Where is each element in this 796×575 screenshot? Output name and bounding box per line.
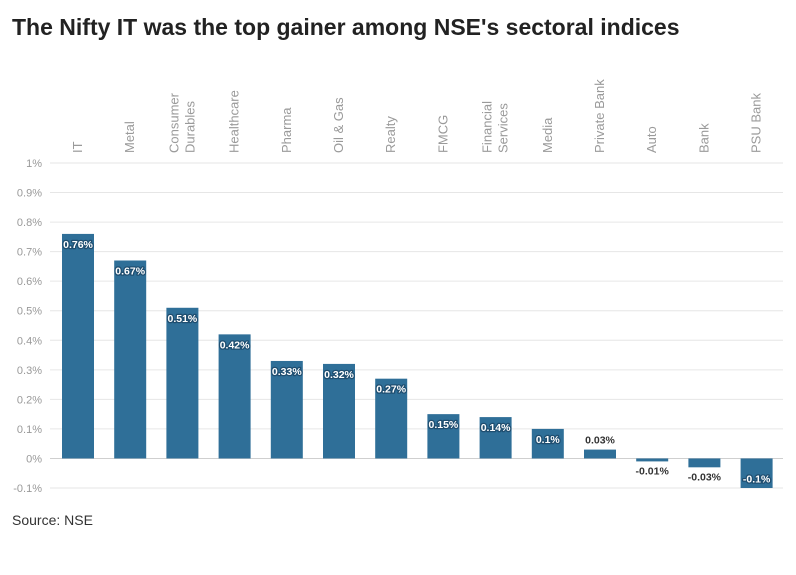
y-tick-label: 0.8% <box>17 217 42 229</box>
data-label: 0.51% <box>168 313 198 325</box>
bar <box>740 458 773 488</box>
category-label: IT <box>70 141 85 153</box>
bar <box>427 414 460 459</box>
bar <box>531 428 564 459</box>
category-label: Realty <box>383 116 398 153</box>
y-tick-label: 0.2% <box>17 394 42 406</box>
category-label: PSU Bank <box>749 93 764 153</box>
data-label: 0.14% <box>481 422 511 434</box>
bar <box>62 233 94 459</box>
y-tick-label: 0.6% <box>17 276 42 288</box>
bar <box>375 378 408 459</box>
data-label: 0.42% <box>220 339 250 351</box>
category-label: Durables <box>182 100 197 153</box>
y-tick-label: 0% <box>26 453 42 465</box>
data-label: 0.33% <box>272 366 302 378</box>
bar <box>166 307 199 459</box>
category-label: Pharma <box>279 107 294 153</box>
y-tick-label: 0.9% <box>17 188 42 200</box>
y-tick-label: 1% <box>26 158 42 170</box>
source-note: Source: NSE <box>12 512 93 528</box>
category-label: Healthcare <box>227 90 242 153</box>
y-tick-label: -0.1% <box>13 483 42 495</box>
y-tick-label: 0.1% <box>17 424 42 436</box>
y-tick-label: 0.5% <box>17 306 42 318</box>
y-tick-label: 0.3% <box>17 365 42 377</box>
category-label: FMCG <box>435 115 450 153</box>
y-tick-label: 0.7% <box>17 247 42 259</box>
data-label: 0.03% <box>585 435 615 447</box>
bar <box>114 260 147 459</box>
bar <box>479 417 512 459</box>
data-label: 0.1% <box>536 434 561 446</box>
bar <box>636 458 669 462</box>
data-label: -0.03% <box>688 471 722 483</box>
bar <box>218 334 251 459</box>
category-label: Auto <box>644 126 659 153</box>
data-label: -0.1% <box>743 473 771 485</box>
category-label: Consumer <box>166 92 181 153</box>
category-label: Bank <box>696 123 711 153</box>
category-label: Media <box>540 117 555 153</box>
data-label: 0.27% <box>376 384 406 396</box>
category-label: Services <box>496 103 511 153</box>
y-tick-label: 0.4% <box>17 335 42 347</box>
data-label: -0.01% <box>636 465 670 477</box>
data-label: 0.32% <box>324 369 354 381</box>
category-label: Oil & Gas <box>331 97 346 153</box>
bar <box>688 458 721 468</box>
data-label: 0.67% <box>115 266 145 278</box>
category-label: Private Bank <box>592 79 607 153</box>
category-label: Metal <box>122 121 137 153</box>
bar <box>323 363 355 459</box>
data-label: 0.76% <box>63 239 93 251</box>
category-label: Financial <box>480 101 495 153</box>
bar <box>584 449 616 459</box>
bar <box>270 360 303 459</box>
data-label: 0.15% <box>429 419 459 431</box>
chart-title: The Nifty IT was the top gainer among NS… <box>12 14 680 40</box>
